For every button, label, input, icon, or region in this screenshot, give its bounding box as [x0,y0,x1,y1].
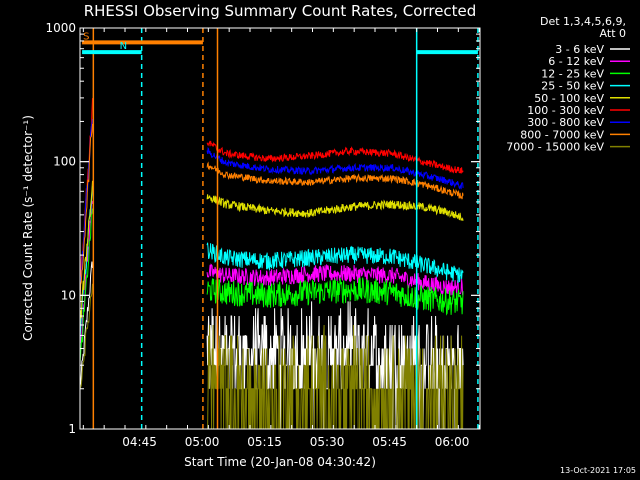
legend-label-7: 800 - 7000 keV [520,128,604,141]
legend-label-0: 3 - 6 keV [555,43,604,56]
timestamp-label: 13-Oct-2021 17:05 [560,466,636,475]
legend-label-2: 12 - 25 keV [541,67,604,80]
x-tick-label: 05:15 [247,435,282,449]
x-tick-label: 04:45 [122,435,157,449]
legend-header-line: Att 0 [600,27,626,40]
series-line-8 [80,283,464,429]
flag-label-N: N [120,41,127,52]
legend-label-3: 25 - 50 keV [541,80,604,93]
markers-layer [92,28,479,429]
series-layer [80,98,464,429]
x-tick-label: 05:45 [372,435,407,449]
y-tick-label: 100 [53,155,76,169]
series-line-2 [80,208,464,362]
legend-label-6: 300 - 800 keV [527,116,604,129]
y-tick-label: 1000 [45,21,76,35]
x-tick-label: 06:00 [435,435,470,449]
x-axis-label: Start Time (20-Jan-08 04:30:42) [184,455,376,469]
legend-label-1: 6 - 12 keV [548,55,604,68]
series-line-1 [80,200,464,344]
plot-frame [79,27,481,430]
y-tick-label: 1 [68,422,76,436]
series-line-5 [80,98,464,287]
legend-label-5: 100 - 300 keV [527,104,604,117]
y-tick-label: 10 [61,288,76,302]
x-tick-label: 05:00 [185,435,220,449]
x-axis: 04:45 05:00 05:15 05:30 05:45 06:00 [82,28,480,449]
flag-label-S: S [83,31,89,42]
flags-layer: SN [82,31,478,55]
y-axis: 1 10 100 1000 [45,21,480,436]
series-line-4 [80,180,464,328]
legend-label-8: 7000 - 15000 keV [506,141,604,154]
series-line-7 [80,123,464,305]
x-tick-label: 05:30 [310,435,345,449]
y-axis-label: Corrected Count Rate (s⁻¹ detector⁻¹) [21,115,35,341]
legend-header-line: Det 1,3,4,5,6,9, [540,15,626,28]
legend-label-4: 50 - 100 keV [534,92,604,105]
chart-title: RHESSI Observing Summary Count Rates, Co… [84,2,477,20]
